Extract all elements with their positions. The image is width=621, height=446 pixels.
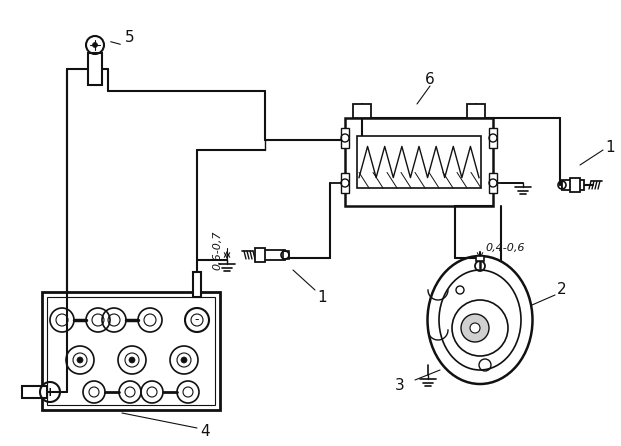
Bar <box>22 386 47 398</box>
Text: 1: 1 <box>605 140 615 154</box>
Bar <box>47 297 215 405</box>
Bar <box>193 272 201 297</box>
Text: 0,6-0,7: 0,6-0,7 <box>212 230 222 270</box>
Bar <box>88 53 102 85</box>
Text: 4: 4 <box>200 425 210 439</box>
Text: 6: 6 <box>425 73 435 87</box>
Bar <box>42 292 220 410</box>
Text: 5: 5 <box>125 29 135 45</box>
Circle shape <box>129 357 135 363</box>
Bar <box>345 118 493 206</box>
Bar <box>476 256 484 261</box>
Text: -: - <box>195 314 199 326</box>
Text: 0,4-0,6: 0,4-0,6 <box>485 243 525 253</box>
Bar <box>353 104 371 118</box>
Bar <box>263 250 285 260</box>
Circle shape <box>93 42 97 48</box>
Bar <box>283 251 289 259</box>
Bar <box>489 128 497 148</box>
Ellipse shape <box>427 256 532 384</box>
Bar <box>255 248 265 262</box>
Bar <box>341 128 349 148</box>
Bar <box>562 180 584 190</box>
Text: 3: 3 <box>395 377 405 392</box>
Bar <box>489 173 497 193</box>
Bar <box>467 104 485 118</box>
Circle shape <box>470 323 480 333</box>
Circle shape <box>461 314 489 342</box>
Bar <box>562 181 568 189</box>
Bar <box>341 173 349 193</box>
Bar <box>357 136 481 188</box>
Text: +: + <box>45 385 55 398</box>
Circle shape <box>77 357 83 363</box>
Circle shape <box>181 357 187 363</box>
Text: 1: 1 <box>317 289 327 305</box>
Text: 2: 2 <box>557 282 566 297</box>
Bar <box>570 178 580 192</box>
